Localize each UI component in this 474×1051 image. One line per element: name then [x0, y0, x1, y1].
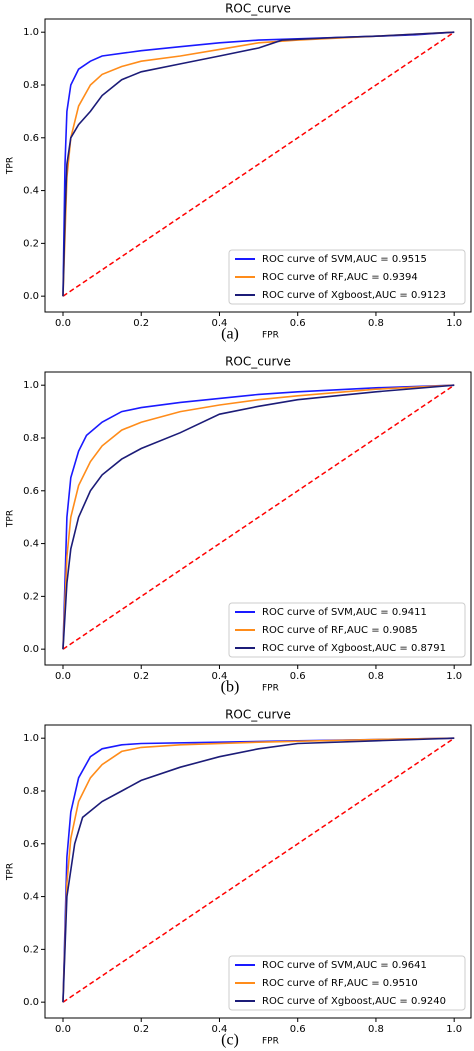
x-axis-label: FPR [262, 331, 279, 341]
diagonal-line [62, 737, 455, 1003]
y-tick-label: 0.6 [23, 486, 39, 497]
legend-label: ROC curve of Xgboost,AUC = 0.9123 [262, 290, 446, 301]
y-tick-label: 0.0 [23, 291, 39, 302]
x-tick-label: 1.0 [446, 671, 462, 682]
x-tick-label: 0.0 [55, 1024, 71, 1035]
roc-line [62, 31, 455, 297]
x-tick-label: 0.4 [212, 1024, 228, 1035]
x-tick-label: 0.2 [133, 318, 149, 329]
y-tick-label: 0.4 [23, 186, 39, 197]
legend-label: ROC curve of SVM,AUC = 0.9515 [262, 254, 427, 265]
y-axis-label: TPR [6, 510, 16, 528]
y-tick-label: 1.0 [23, 733, 39, 744]
x-axis-label: FPR [262, 684, 279, 694]
roc-line [62, 384, 455, 650]
y-axis-label: TPR [6, 157, 16, 175]
legend-label: ROC curve of SVM,AUC = 0.9641 [262, 960, 427, 971]
y-tick-label: 1.0 [23, 27, 39, 38]
chart-title: ROC_curve [225, 2, 291, 16]
legend-label: ROC curve of Xgboost,AUC = 0.8791 [262, 643, 446, 654]
diagonal-line [62, 31, 455, 297]
legend-label: ROC curve of Xgboost,AUC = 0.9240 [262, 996, 446, 1007]
roc-line [62, 384, 455, 650]
y-tick-label: 1.0 [23, 380, 39, 391]
x-tick-label: 0.4 [212, 318, 228, 329]
diagonal-line [62, 384, 455, 650]
y-axis-label: TPR [6, 863, 16, 881]
legend-label: ROC curve of SVM,AUC = 0.9411 [262, 607, 427, 618]
y-tick-label: 0.2 [23, 591, 39, 602]
x-tick-label: 0.6 [290, 318, 306, 329]
y-tick-label: 0.0 [23, 997, 39, 1008]
y-tick-label: 0.0 [23, 644, 39, 655]
axes-frame [44, 724, 472, 1019]
legend-label: ROC curve of RF,AUC = 0.9510 [262, 978, 418, 989]
x-tick-label: 0.2 [133, 1024, 149, 1035]
panel-label: (a) [221, 326, 239, 343]
axes-frame [44, 371, 472, 666]
roc-line [62, 384, 455, 650]
x-tick-label: 0.6 [290, 671, 306, 682]
legend-box [228, 955, 466, 1011]
legend-box [228, 249, 466, 305]
x-tick-label: 1.0 [446, 1024, 462, 1035]
x-tick-label: 1.0 [446, 318, 462, 329]
y-tick-label: 0.2 [23, 944, 39, 955]
y-tick-label: 0.2 [23, 238, 39, 249]
legend-label: ROC curve of RF,AUC = 0.9085 [262, 625, 418, 636]
x-tick-label: 0.8 [368, 1024, 384, 1035]
roc-line [62, 737, 455, 1003]
x-tick-label: 0.6 [290, 1024, 306, 1035]
x-axis-label: FPR [262, 1037, 279, 1047]
y-tick-label: 0.8 [23, 433, 39, 444]
y-tick-label: 0.8 [23, 80, 39, 91]
y-tick-label: 0.6 [23, 839, 39, 850]
roc-line [62, 737, 455, 1003]
y-tick-label: 0.4 [23, 539, 39, 550]
x-tick-label: 0.2 [133, 671, 149, 682]
panel-label: (b) [221, 679, 240, 696]
legend-label: ROC curve of RF,AUC = 0.9394 [262, 272, 418, 283]
axes-frame [44, 18, 472, 313]
x-tick-label: 0.0 [55, 671, 71, 682]
chart-title: ROC_curve [225, 355, 291, 369]
chart-title: ROC_curve [225, 708, 291, 722]
x-tick-label: 0.0 [55, 318, 71, 329]
roc-line [62, 31, 455, 297]
legend-box [228, 602, 466, 658]
x-tick-label: 0.8 [368, 318, 384, 329]
x-tick-label: 0.8 [368, 671, 384, 682]
y-tick-label: 0.8 [23, 786, 39, 797]
x-tick-label: 0.4 [212, 671, 228, 682]
y-tick-label: 0.4 [23, 892, 39, 903]
panel-label: (c) [221, 1032, 239, 1049]
y-tick-label: 0.6 [23, 133, 39, 144]
